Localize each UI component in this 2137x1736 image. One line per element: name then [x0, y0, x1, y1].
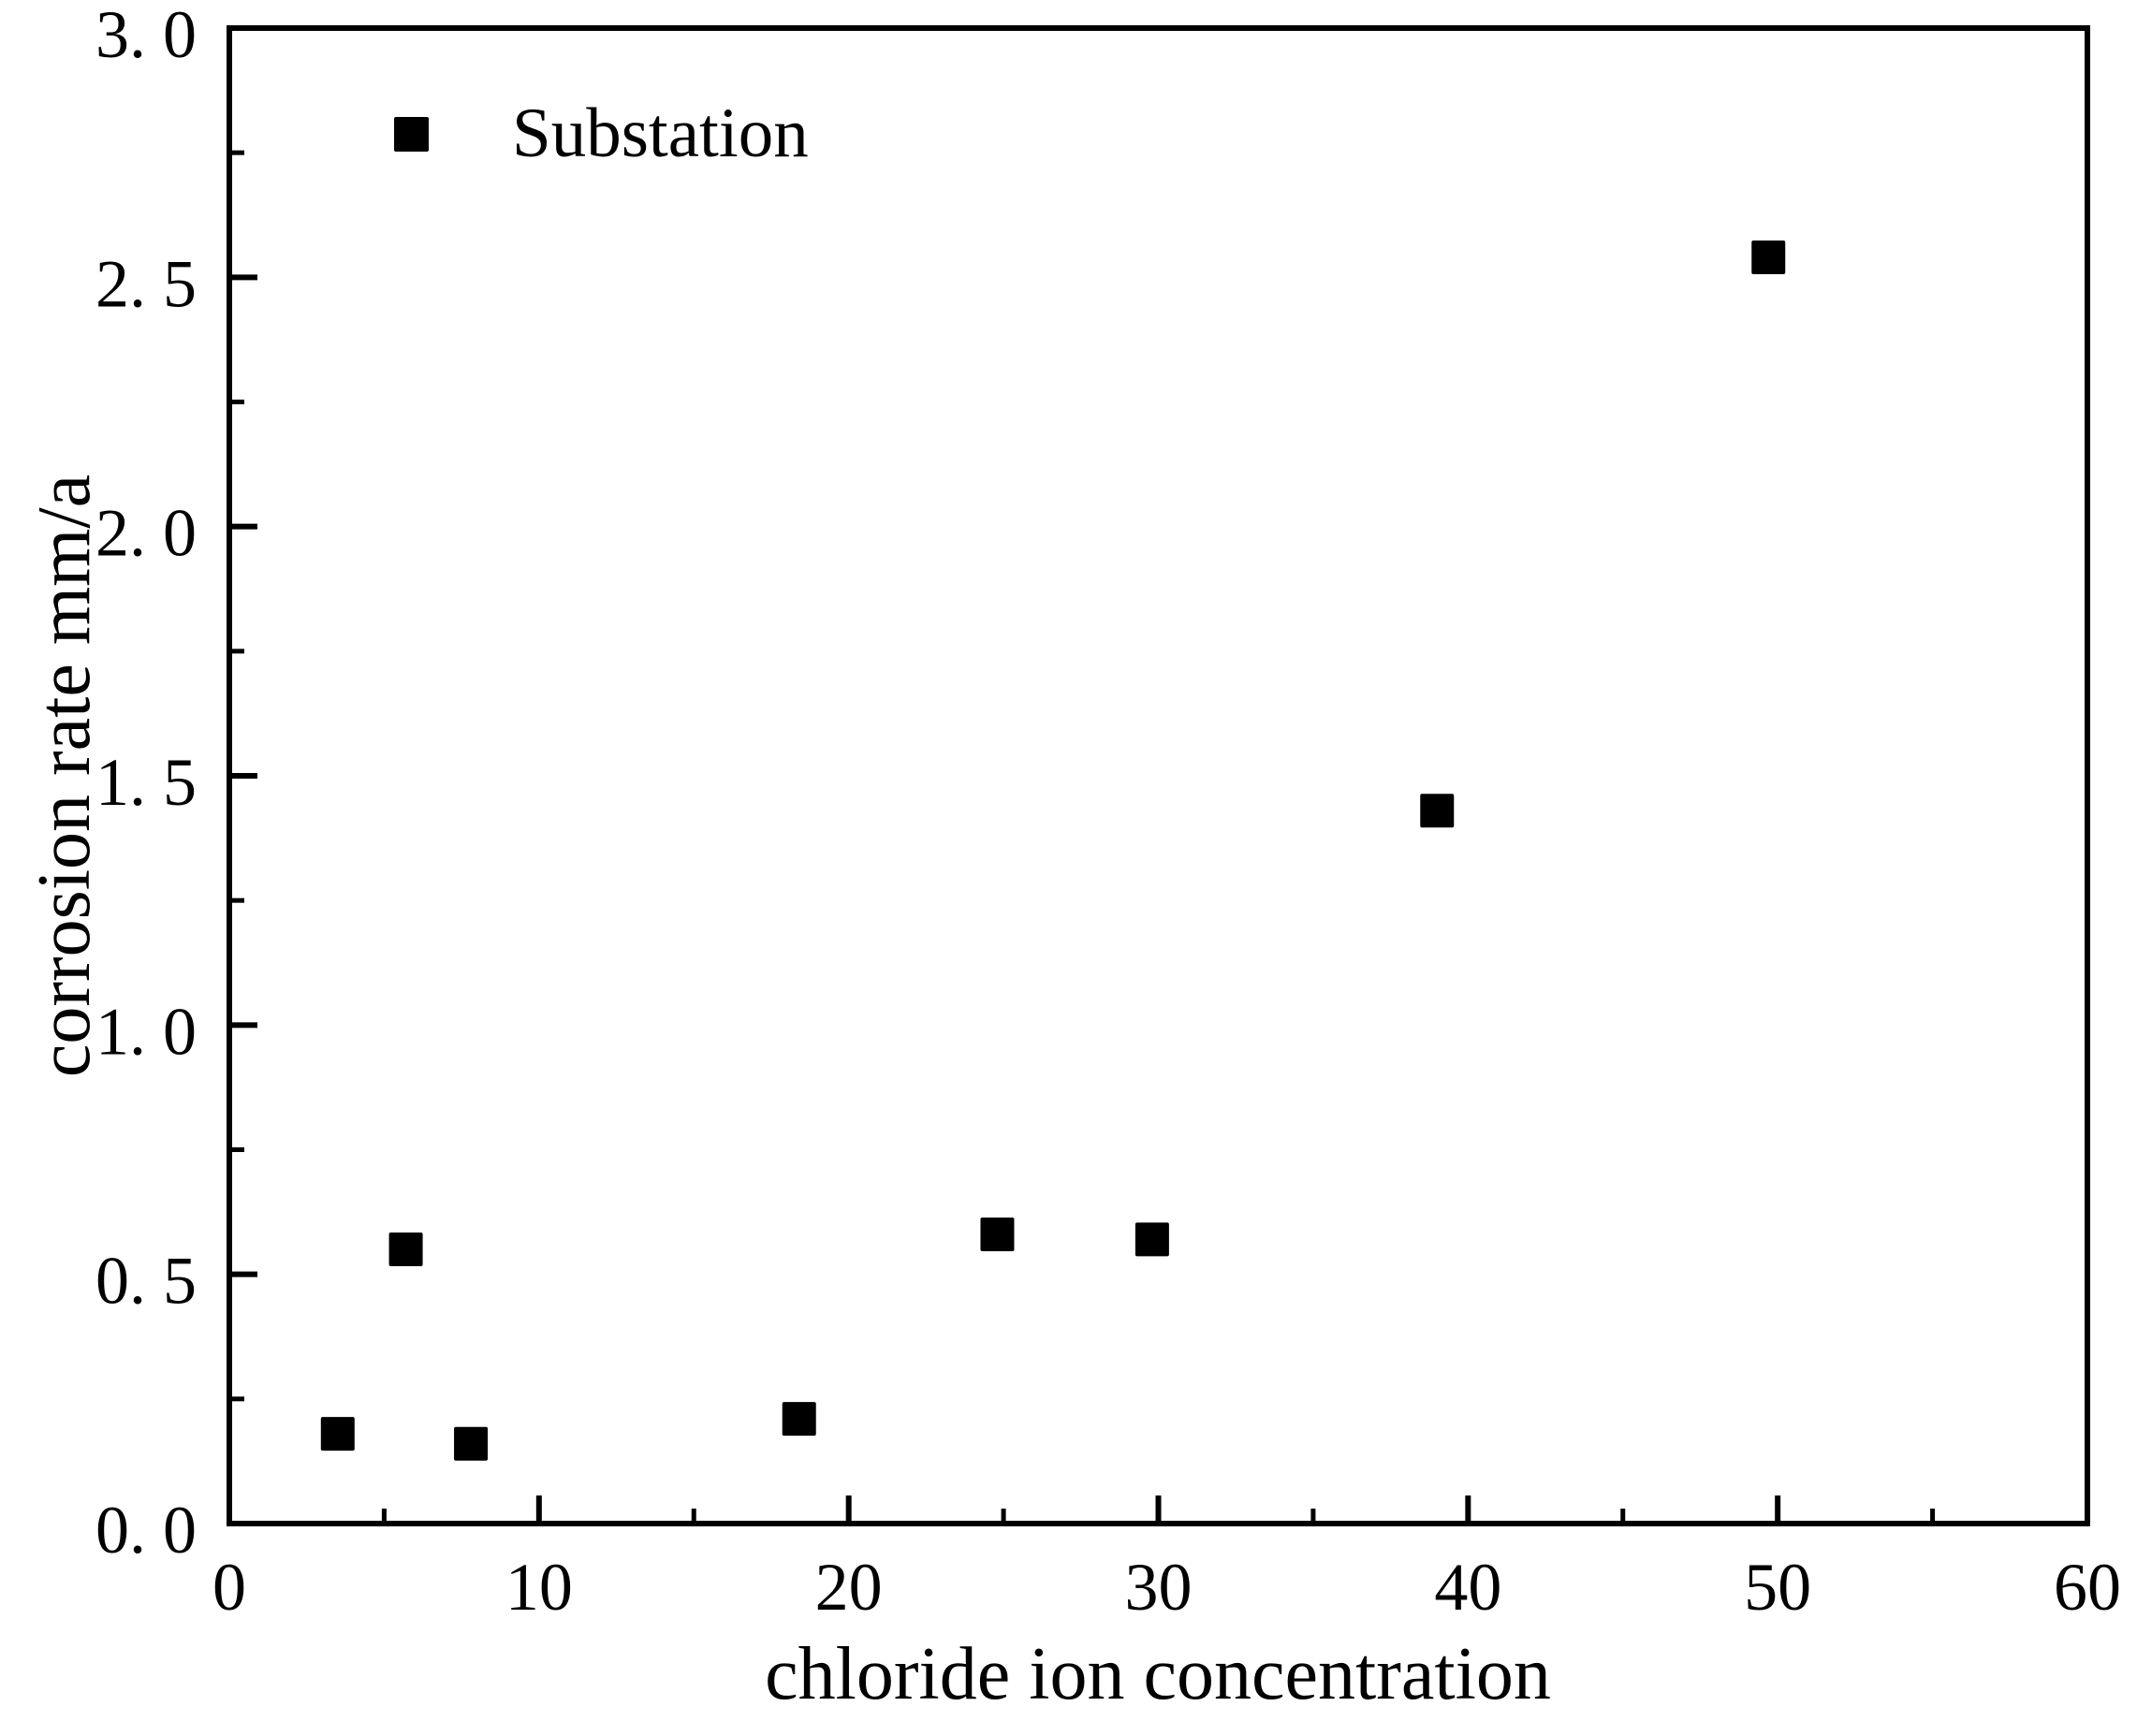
x-axis-title: chloride ion concentration — [765, 1633, 1551, 1715]
x-axis-tick-labels: 0 10 20 30 40 50 60 — [212, 1550, 2121, 1625]
data-points — [320, 241, 1786, 1461]
x-tick-label: 20 — [815, 1550, 883, 1625]
y-tick-label: 2. 5 — [95, 246, 197, 321]
y-tick-label: 1. 5 — [95, 745, 197, 820]
y-tick-label: 3. 0 — [95, 0, 197, 72]
x-tick-label: 40 — [1434, 1550, 1501, 1625]
data-point — [1751, 241, 1786, 275]
plot-frame — [227, 25, 2090, 1526]
y-axis-tick-labels: 0. 0 0. 5 1. 0 1. 5 2. 0 2. 5 3. 0 — [95, 0, 197, 1568]
x-tick-label: 50 — [1744, 1550, 1811, 1625]
y-tick-label: 1. 0 — [95, 994, 197, 1069]
y-axis-ticks — [229, 25, 257, 1526]
data-point — [1420, 794, 1455, 828]
x-axis-ticks — [227, 1495, 2090, 1524]
x-tick-label: 10 — [505, 1550, 573, 1625]
data-point — [980, 1218, 1015, 1252]
data-point — [454, 1426, 489, 1461]
y-tick-label: 2. 0 — [95, 496, 197, 571]
y-tick-label: 0. 5 — [95, 1244, 197, 1319]
legend: Substation — [394, 95, 809, 172]
y-axis-title: corrosion rate mm/a — [23, 474, 106, 1077]
x-tick-label: 60 — [2054, 1550, 2121, 1625]
x-tick-label: 30 — [1125, 1550, 1193, 1625]
y-tick-label: 0. 0 — [95, 1493, 197, 1568]
x-tick-label: 0 — [212, 1550, 246, 1625]
data-point — [388, 1233, 423, 1267]
data-point — [320, 1417, 355, 1452]
legend-marker-square — [394, 117, 429, 152]
legend-label: Substation — [512, 95, 809, 172]
data-point — [1134, 1222, 1169, 1257]
data-point — [782, 1402, 816, 1437]
